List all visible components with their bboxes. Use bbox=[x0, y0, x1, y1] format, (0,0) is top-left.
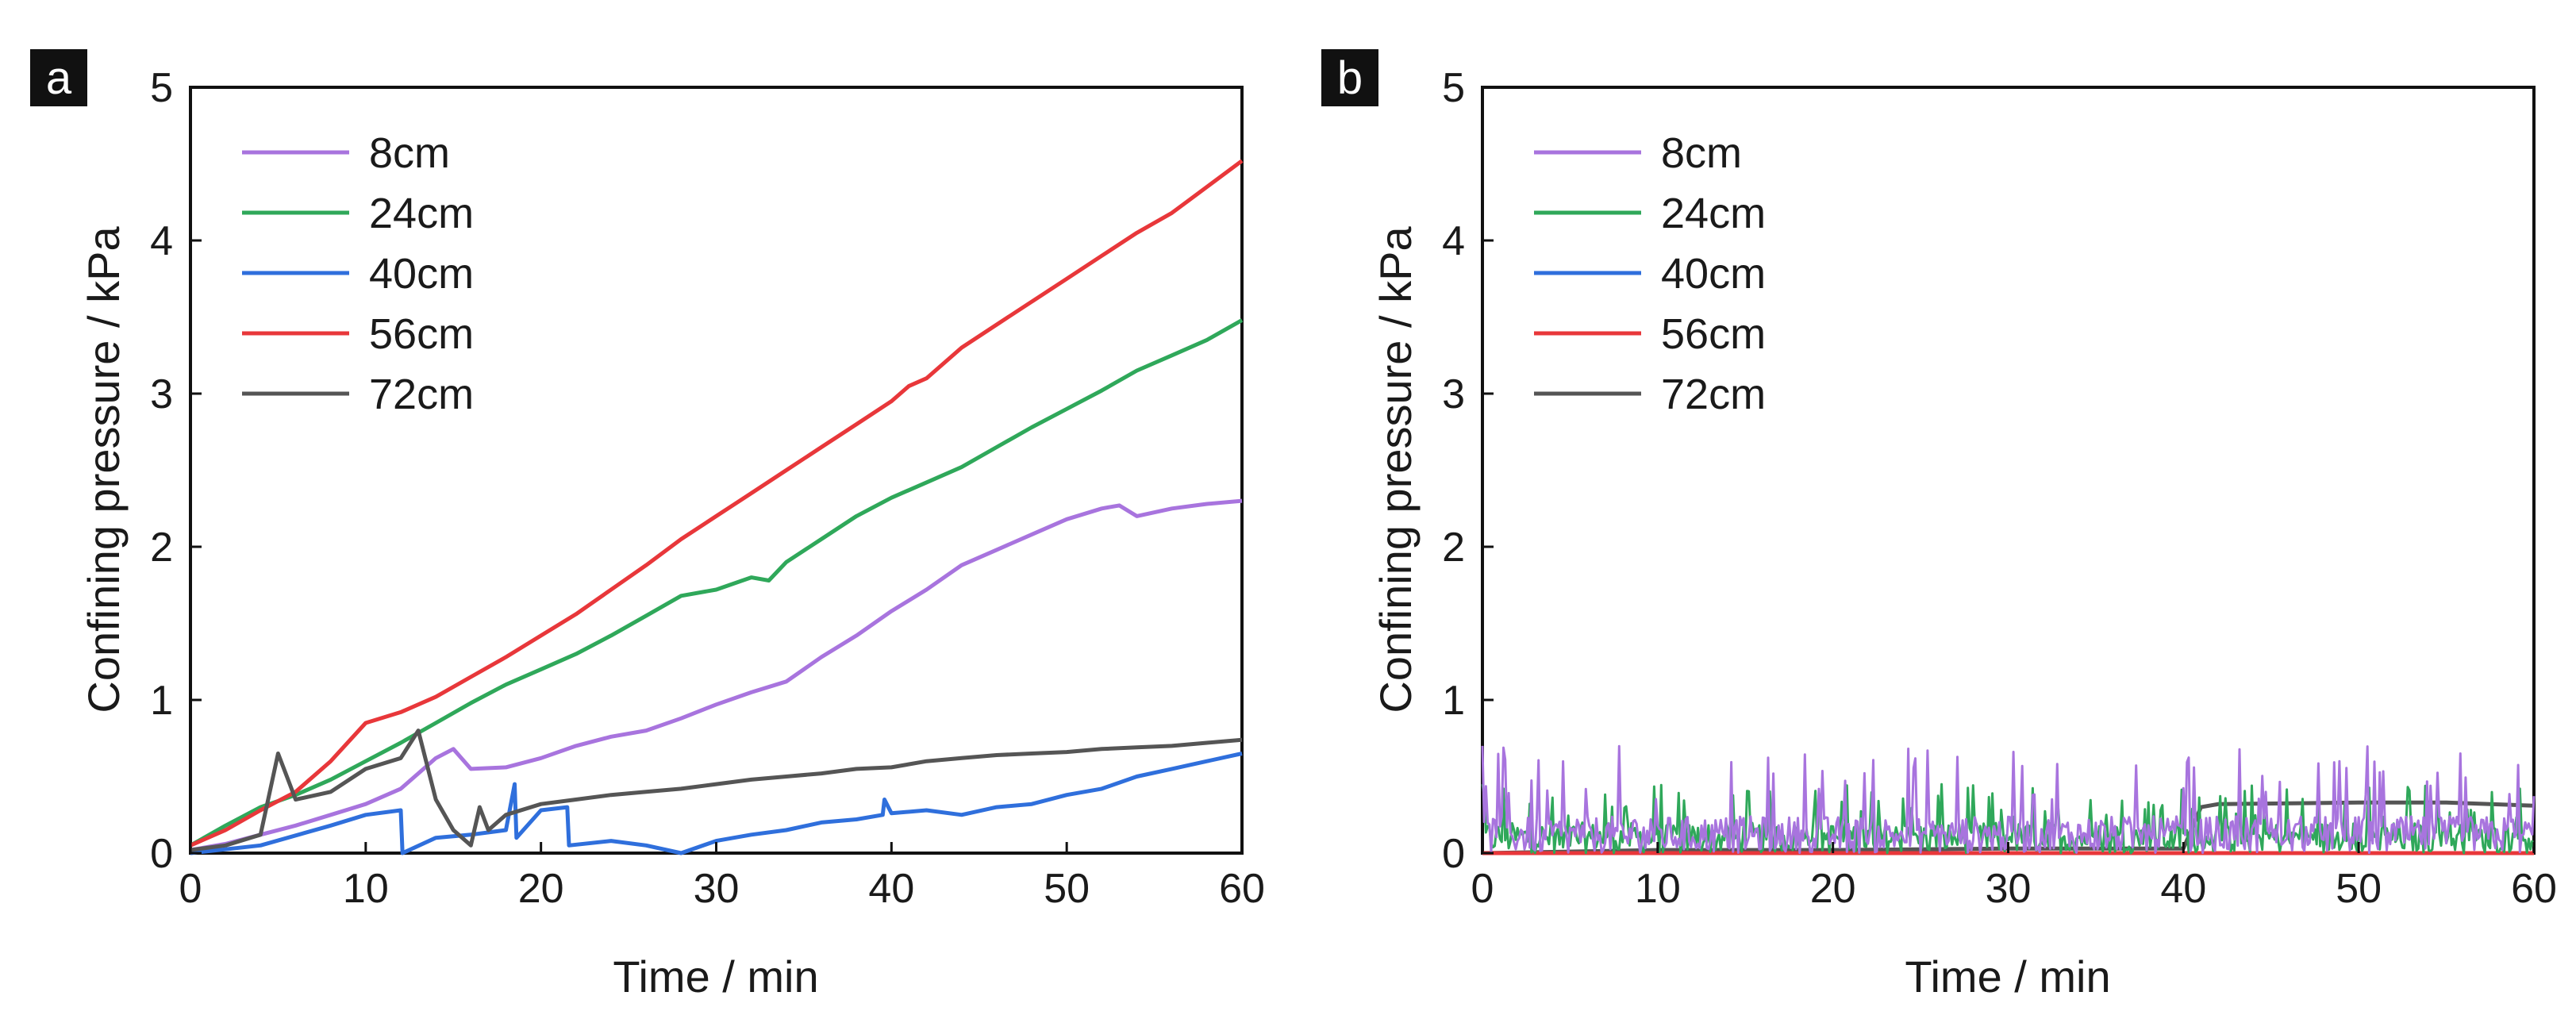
panel-b-legend-label-72cm: 72cm bbox=[1661, 371, 1766, 418]
panel-b-y-tick-label: 0 bbox=[1442, 831, 1465, 877]
panel-b-label-box bbox=[1321, 49, 1378, 106]
panel-b-series-8cm-line bbox=[1481, 744, 2536, 855]
panel-b-series-group bbox=[1481, 744, 2536, 855]
panel-a-legend-label-8cm: 8cm bbox=[369, 129, 450, 177]
panel-a-legend-label-40cm: 40cm bbox=[369, 250, 474, 298]
panel-a-x-tick-label: 40 bbox=[868, 866, 914, 912]
panel-b-legend-label-56cm: 56cm bbox=[1661, 310, 1766, 358]
panel-a-x-ticks: 0 10 20 30 40 50 60 bbox=[179, 842, 1265, 912]
panel-a-y-tick-label: 1 bbox=[150, 678, 173, 724]
panel-a-x-tick-label: 50 bbox=[1044, 866, 1090, 912]
panel-a-x-tick-label: 30 bbox=[694, 866, 740, 912]
panel-b-legend: 8cm 24cm 40cm 56cm 72cm bbox=[1534, 129, 1766, 418]
panel-a-legend-label-72cm: 72cm bbox=[369, 371, 474, 418]
panel-b-x-tick-label: 20 bbox=[1810, 866, 1856, 912]
panel-b-x-tick-label: 40 bbox=[2160, 866, 2206, 912]
panel-a-label: a bbox=[46, 52, 72, 104]
panel-b-label: b bbox=[1337, 52, 1363, 104]
panel-b-y-axis-label: Confining pressure / kPa bbox=[1371, 226, 1421, 713]
panel-a-series-72cm-line bbox=[190, 729, 1243, 852]
panel-a-x-tick-label: 20 bbox=[518, 866, 564, 912]
panel-a-y-tick-label: 3 bbox=[150, 371, 173, 417]
panel-a: a 0 10 20 30 40 50 60 0 1 2 3 4 5 Time / min Confin… bbox=[30, 49, 1265, 1002]
panel-a-y-tick-label: 2 bbox=[150, 525, 173, 571]
panel-a-y-axis-label: Confining pressure / kPa bbox=[79, 226, 129, 713]
panel-a-series-group bbox=[189, 159, 1244, 855]
panel-b-x-ticks: 0 10 20 30 40 50 60 bbox=[1471, 842, 2557, 912]
panel-a-legend-label-56cm: 56cm bbox=[369, 310, 474, 358]
panel-b-y-tick-label: 2 bbox=[1442, 525, 1465, 571]
panel-b: b 0 10 20 30 40 50 60 0 1 2 3 4 5 Time / min Confin… bbox=[1321, 49, 2557, 1002]
panel-a-legend: 8cm 24cm 40cm 56cm 72cm bbox=[242, 129, 474, 418]
panel-a-series-8cm-line bbox=[190, 498, 1243, 852]
panel-b-y-tick-label: 4 bbox=[1442, 218, 1465, 264]
panel-a-x-tick-label: 0 bbox=[179, 866, 202, 912]
panel-a-y-ticks: 0 1 2 3 4 5 bbox=[150, 65, 202, 877]
panel-a-y-tick-label: 0 bbox=[150, 831, 173, 877]
panel-b-x-tick-label: 60 bbox=[2511, 866, 2557, 912]
panel-b-y-tick-label: 5 bbox=[1442, 65, 1465, 111]
panel-b-y-ticks: 0 1 2 3 4 5 bbox=[1442, 65, 1494, 877]
panel-b-x-axis-label: Time / min bbox=[1905, 952, 2110, 1002]
panel-a-x-tick-label: 60 bbox=[1219, 866, 1265, 912]
panel-b-plot-frame bbox=[1481, 86, 2536, 855]
panel-b-x-tick-label: 10 bbox=[1635, 866, 1681, 912]
panel-a-y-tick-label: 5 bbox=[150, 65, 173, 111]
panel-b-legend-label-40cm: 40cm bbox=[1661, 250, 1766, 298]
panel-a-y-tick-label: 4 bbox=[150, 218, 173, 264]
panel-a-series-56cm-line bbox=[189, 159, 1244, 848]
panel-b-legend-label-8cm: 8cm bbox=[1661, 129, 1742, 177]
panel-b-x-tick-label: 30 bbox=[1986, 866, 2032, 912]
panel-a-series-24cm-line bbox=[189, 318, 1244, 848]
panel-b-legend-label-24cm: 24cm bbox=[1661, 190, 1766, 237]
panel-b-y-tick-label: 3 bbox=[1442, 371, 1465, 417]
panel-a-plot-frame bbox=[189, 86, 1244, 855]
panel-b-y-tick-label: 1 bbox=[1442, 678, 1465, 724]
panel-a-label-box bbox=[30, 49, 87, 106]
panel-a-series-40cm-line bbox=[190, 752, 1243, 855]
panel-a-legend-label-24cm: 24cm bbox=[369, 190, 474, 237]
panel-b-x-tick-label: 0 bbox=[1471, 866, 1494, 912]
panel-a-x-tick-label: 10 bbox=[343, 866, 389, 912]
panel-b-x-tick-label: 50 bbox=[2336, 866, 2382, 912]
panel-a-x-axis-label: Time / min bbox=[613, 952, 818, 1002]
